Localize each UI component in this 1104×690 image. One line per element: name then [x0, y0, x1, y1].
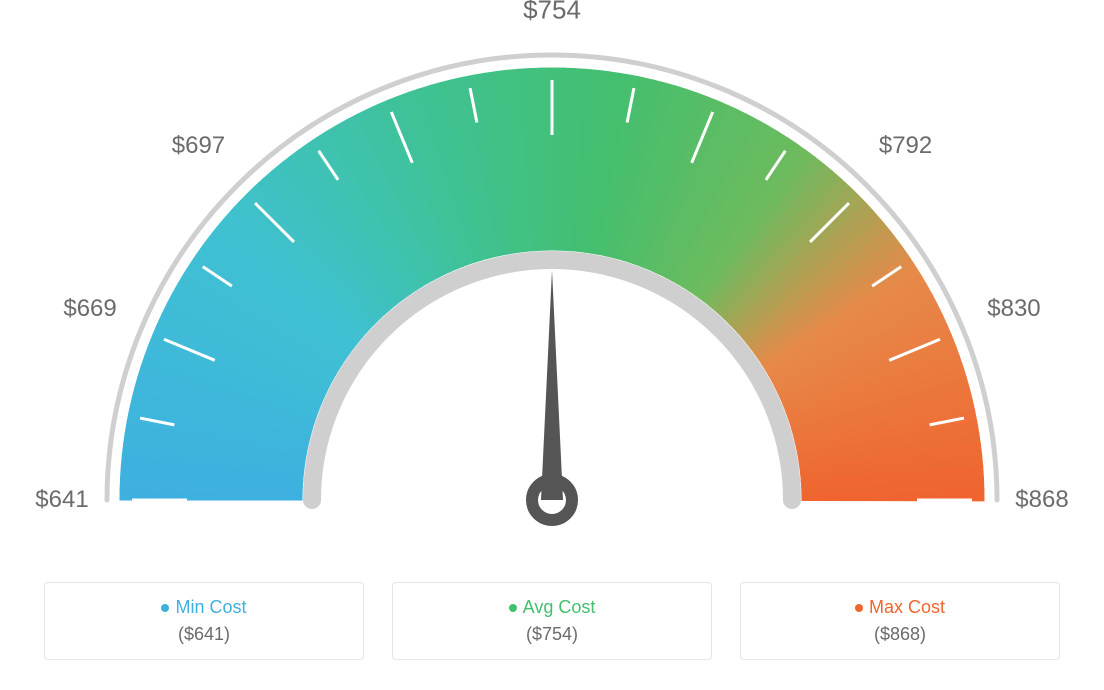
- legend-card-max: Max Cost ($868): [740, 582, 1060, 660]
- legend-value-avg: ($754): [411, 624, 693, 645]
- gauge-tick-label: $641: [35, 486, 88, 514]
- legend-title-max: Max Cost: [759, 597, 1041, 618]
- gauge-tick-label: $830: [987, 295, 1040, 323]
- legend-title-max-text: Max Cost: [869, 597, 945, 617]
- legend-card-avg: Avg Cost ($754): [392, 582, 712, 660]
- legend-value-max: ($868): [759, 624, 1041, 645]
- legend-title-min: Min Cost: [63, 597, 345, 618]
- legend-row: Min Cost ($641) Avg Cost ($754) Max Cost…: [0, 582, 1104, 660]
- gauge-tick-label: $754: [523, 0, 581, 26]
- gauge-tick-label: $697: [172, 132, 225, 160]
- legend-value-min: ($641): [63, 624, 345, 645]
- bullet-min: [161, 604, 169, 612]
- bullet-max: [855, 604, 863, 612]
- legend-title-avg: Avg Cost: [411, 597, 693, 618]
- gauge-tick-label: $792: [879, 132, 932, 160]
- legend-title-min-text: Min Cost: [175, 597, 246, 617]
- cost-gauge: $641 $669 $697 $754 $792 $830 $868: [0, 0, 1104, 560]
- gauge-tick-label: $669: [63, 295, 116, 323]
- bullet-avg: [509, 604, 517, 612]
- gauge-tick-label: $868: [1015, 486, 1068, 514]
- gauge-svg: [0, 0, 1104, 560]
- legend-card-min: Min Cost ($641): [44, 582, 364, 660]
- legend-title-avg-text: Avg Cost: [523, 597, 596, 617]
